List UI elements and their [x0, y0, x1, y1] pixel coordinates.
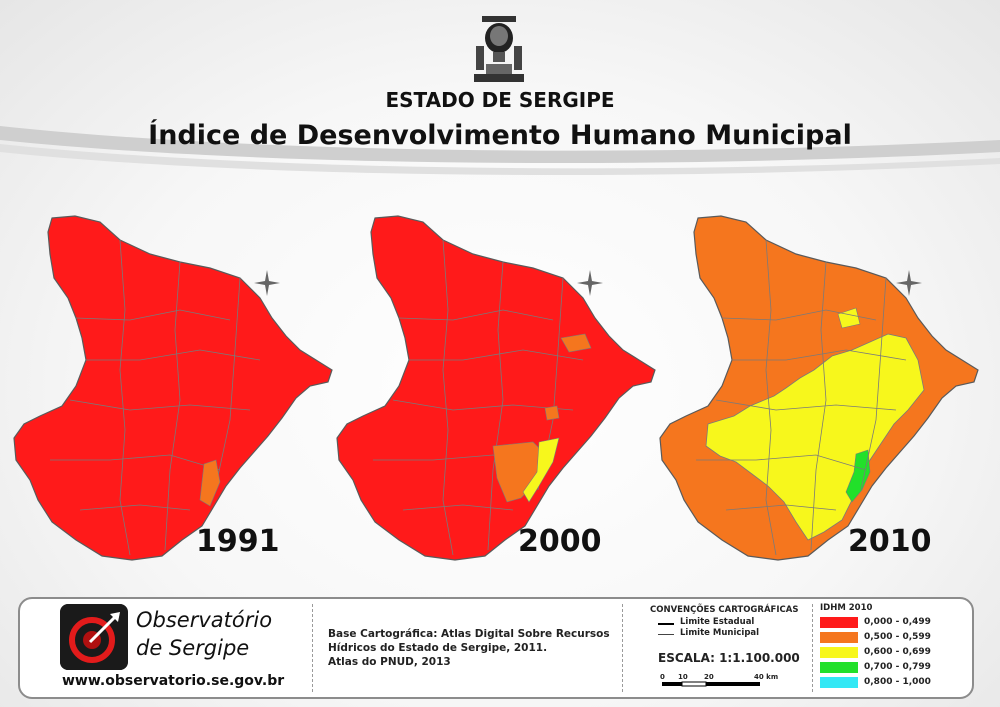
scale-label: ESCALA: 1:1.100.000	[658, 651, 800, 665]
sergipe-shape-2000	[336, 215, 656, 561]
legend-swatch	[820, 617, 858, 628]
legend-swatch	[820, 662, 858, 673]
legend-title: IDHM 2010	[820, 603, 873, 613]
municipal-borders-2010	[696, 239, 907, 556]
footer-panel	[18, 597, 974, 699]
yellow-coast-2000	[522, 437, 560, 503]
orange-municipality-1991	[199, 459, 221, 507]
legend-label: 0,000 - 0,499	[864, 617, 931, 627]
scale-bar: 0 10 20 40 km	[660, 673, 778, 687]
compass-rose-icon	[577, 270, 603, 296]
map-2000	[336, 215, 656, 561]
scale-tick-10: 10	[678, 673, 688, 681]
scale-tick-40: 40 km	[754, 673, 778, 681]
legend-item: 0,800 - 1,000	[820, 677, 965, 689]
municipal-limit-label: Limite Municipal	[680, 628, 760, 638]
legend-swatch	[820, 647, 858, 658]
yellow-region-2010	[705, 333, 925, 541]
municipal-limit-symbol	[658, 634, 674, 635]
state-limit-label: Limite Estadual	[680, 617, 755, 627]
state-title: ESTADO DE SERGIPE	[385, 88, 615, 112]
orange-north-2000	[560, 333, 592, 353]
main-title: Índice de Desenvolvimento Humano Municip…	[148, 120, 852, 151]
legend-item: 0,700 - 0,799	[820, 662, 965, 674]
legend-label: 0,600 - 0,699	[864, 647, 931, 657]
municipal-borders-1991	[50, 239, 261, 556]
org-name-line2: de Sergipe	[136, 636, 250, 660]
map-2010	[659, 215, 979, 561]
state-coat-of-arms	[474, 16, 524, 82]
source-line: Base Cartográfica: Atlas Digital Sobre R…	[328, 628, 610, 640]
footer-divider	[622, 604, 623, 692]
legend-swatch	[820, 632, 858, 643]
green-municipality-2010	[845, 449, 871, 503]
source-line: Atlas do PNUD, 2013	[328, 656, 451, 668]
conventions-title: CONVENÇÕES CARTOGRÁFICAS	[650, 605, 799, 615]
legend-label: 0,500 - 0,599	[864, 632, 931, 642]
footer-divider	[312, 604, 313, 692]
year-label-1991: 1991	[196, 524, 280, 559]
legend-swatch	[820, 677, 858, 688]
org-name-line1: Observatório	[136, 608, 273, 632]
year-label-2010: 2010	[848, 524, 932, 559]
yellow-north-2010	[837, 307, 861, 329]
observatorio-logo	[60, 604, 128, 670]
source-line: Hídricos do Estado de Sergipe, 2011.	[328, 642, 548, 654]
header-swoosh	[0, 126, 1000, 176]
state-limit-symbol	[658, 623, 674, 625]
map-1991	[13, 215, 333, 561]
legend-label: 0,800 - 1,000	[864, 677, 931, 687]
legend-item: 0,500 - 0,599	[820, 632, 965, 644]
year-label-2000: 2000	[518, 524, 602, 559]
compass-rose-icon	[254, 270, 280, 296]
scale-tick-20: 20	[704, 673, 714, 681]
legend-item: 0,000 - 0,499	[820, 617, 965, 629]
footer-divider	[812, 604, 813, 692]
scale-tick-0: 0	[660, 673, 665, 681]
compass-rose-icon	[896, 270, 922, 296]
orange-small-2000	[544, 405, 560, 421]
legend-item: 0,600 - 0,699	[820, 647, 965, 659]
sergipe-shape-1991	[13, 215, 333, 561]
municipal-borders-2000	[373, 239, 584, 556]
website-url: www.observatorio.se.gov.br	[62, 673, 285, 689]
legend-label: 0,700 - 0,799	[864, 662, 931, 672]
